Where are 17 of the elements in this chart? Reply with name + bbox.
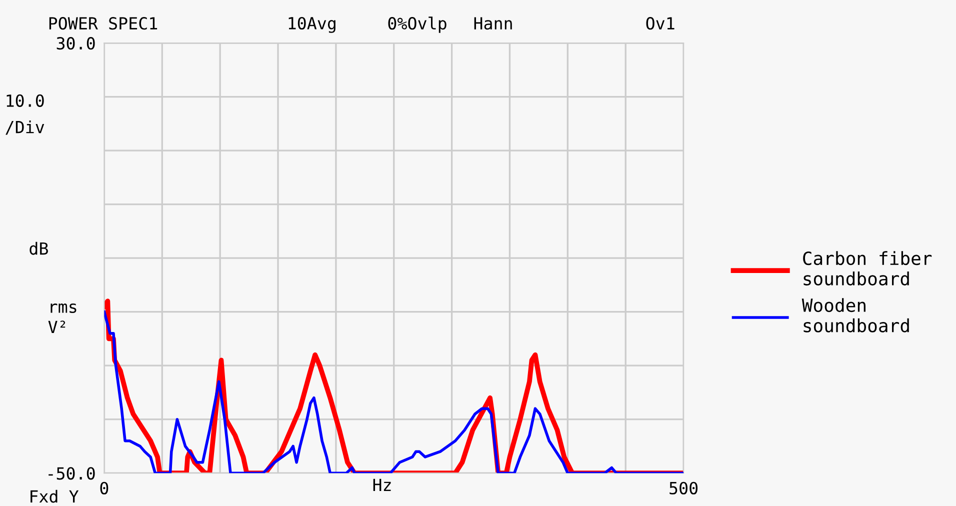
text: Hann <box>474 17 512 30</box>
x-tick-label: 500 <box>670 482 698 494</box>
text: Fxd Y <box>30 490 79 503</box>
text: dB <box>30 242 48 255</box>
x-axis-title: Hz <box>373 478 391 491</box>
text: Ov1 <box>646 17 674 30</box>
y-tick-label: -50.0 <box>48 467 95 480</box>
legend-label: Wooden soundboard <box>802 298 909 332</box>
text: V² <box>48 320 66 334</box>
text: 0%Ovlp <box>388 16 446 33</box>
x-tick-label: 0 <box>100 482 108 494</box>
legend-label: Carbon fiber soundboard <box>803 251 932 286</box>
text: 10Avg <box>288 16 336 33</box>
y-tick-label: 30.0 <box>56 37 95 50</box>
text: rms <box>50 303 76 314</box>
chart-title: POWER SPEC1 <box>49 17 158 30</box>
text: 10.0 /Div <box>6 94 44 135</box>
